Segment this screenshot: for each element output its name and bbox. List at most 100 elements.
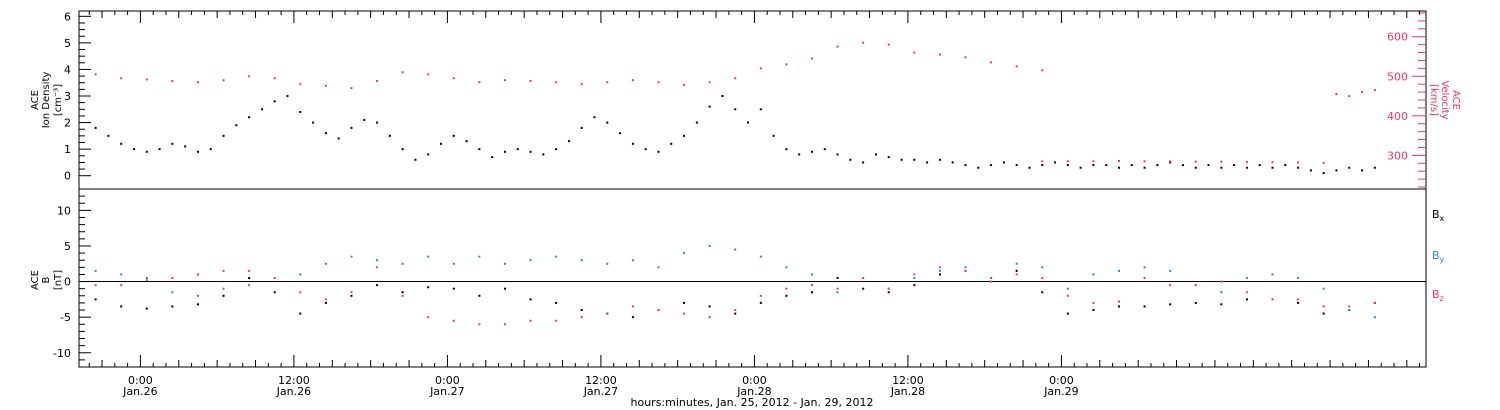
density-point <box>926 161 929 164</box>
bx-point <box>1092 309 1095 312</box>
bx-point <box>580 309 583 312</box>
density-point <box>1156 164 1159 167</box>
velocity-point <box>222 79 225 82</box>
bx-point <box>401 291 404 294</box>
bz-point <box>145 279 148 282</box>
bz-point <box>580 316 583 319</box>
density-point <box>312 121 315 124</box>
by-point <box>836 291 839 294</box>
density-point <box>798 153 801 156</box>
density-point <box>1335 169 1338 172</box>
bx-point <box>887 291 890 294</box>
bottom-panel-frame <box>78 188 1427 368</box>
bz-point <box>836 287 839 290</box>
by-point <box>1322 287 1325 290</box>
density-point <box>734 108 737 111</box>
density-point <box>337 137 340 140</box>
top-right-tick-label: 600 <box>1387 31 1408 44</box>
bz-point <box>120 284 123 287</box>
by-point <box>222 287 225 290</box>
bx-point <box>1143 305 1146 308</box>
density-point <box>94 126 97 129</box>
by-point <box>452 262 455 265</box>
bz-point <box>606 312 609 315</box>
by-point <box>350 255 353 258</box>
by-point <box>503 262 506 265</box>
by-point <box>606 262 609 265</box>
top-right-ylabel-2: Velocity <box>1439 80 1450 119</box>
bx-point <box>248 277 251 279</box>
x-tick-time-label: 0:00 <box>435 374 460 387</box>
bottom-y-axis: -10 -5 0 5 10 <box>53 195 91 361</box>
bz-point <box>1194 284 1197 287</box>
bx-point <box>529 298 532 301</box>
legend-by: By <box>1432 249 1445 264</box>
by-point <box>145 277 148 279</box>
by-point <box>1373 316 1376 319</box>
density-point <box>401 148 404 151</box>
velocity-point <box>887 43 890 46</box>
legend-bx: Bx <box>1432 208 1445 223</box>
bz-point <box>1373 301 1376 304</box>
by-point <box>299 273 302 276</box>
density-point <box>440 142 443 145</box>
velocity-point <box>964 56 967 59</box>
density-point <box>1117 166 1120 169</box>
bx-point <box>1169 303 1172 306</box>
top-right-ylabel-1: ACE <box>1450 90 1461 110</box>
by-point <box>683 252 686 255</box>
bottom-tick-label: -5 <box>60 311 71 324</box>
bz-point <box>1297 298 1300 301</box>
bx-point <box>145 307 148 310</box>
density-point <box>350 126 353 129</box>
bz-point <box>1015 273 1018 276</box>
bx-point <box>1297 301 1300 304</box>
velocity-point <box>452 77 455 80</box>
bz-point <box>759 294 762 297</box>
bx-point <box>836 277 839 279</box>
density-point <box>1143 166 1146 169</box>
density-point <box>1066 164 1069 167</box>
bz-point <box>376 266 379 269</box>
bz-point <box>1348 305 1351 308</box>
velocity-point <box>555 81 558 84</box>
density-point <box>683 134 686 137</box>
density-point <box>1245 166 1248 169</box>
velocity-point <box>1143 160 1146 163</box>
top-left-tick-label: 5 <box>64 37 71 50</box>
x-tick-time-label: 0:00 <box>1049 374 1074 387</box>
bz-point <box>324 298 327 301</box>
bz-point <box>529 319 532 322</box>
by-point <box>1348 309 1351 312</box>
velocity-point <box>248 75 251 78</box>
by-point <box>1015 262 1018 265</box>
density-point <box>990 164 993 167</box>
density-point <box>491 156 494 159</box>
density-point <box>158 148 161 151</box>
density-point <box>145 150 148 153</box>
x-tick-time-label: 12:00 <box>278 374 310 387</box>
density-point <box>567 140 570 143</box>
bottom-tick-label: 5 <box>64 240 71 253</box>
bz-point <box>1041 277 1044 279</box>
x-axis-label: hours:minutes, Jan. 25, 2012 - Jan. 29, … <box>631 396 874 409</box>
density-point <box>580 126 583 129</box>
velocity-point <box>1117 159 1120 162</box>
density-point <box>1309 169 1312 172</box>
x-tick-time-label: 12:00 <box>892 374 924 387</box>
density-point <box>388 134 391 137</box>
velocity-point <box>1245 161 1248 164</box>
density-point <box>248 116 251 119</box>
x-tick-date-label: Jan.27 <box>429 385 464 398</box>
density-point <box>222 134 225 137</box>
bx-point <box>503 287 506 290</box>
density-point <box>120 142 123 145</box>
bx-point <box>785 294 788 297</box>
top-left-tick-label: 0 <box>64 170 71 183</box>
by-point <box>580 259 583 262</box>
bz-point <box>708 316 711 319</box>
by-point <box>1066 287 1069 290</box>
bz-point <box>990 280 993 283</box>
density-point <box>363 118 366 121</box>
velocity-point <box>529 80 532 83</box>
